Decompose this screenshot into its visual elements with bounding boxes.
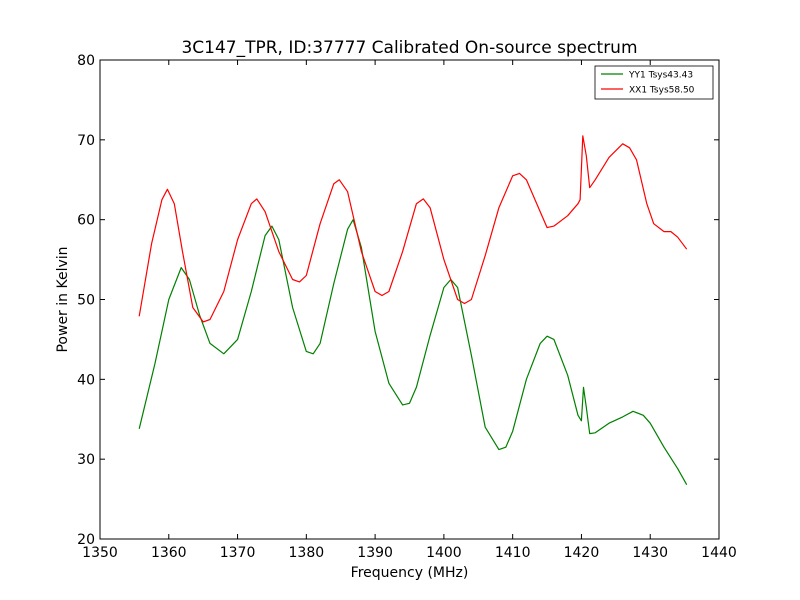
x-tick-label: 1380 [289, 545, 325, 561]
x-tick-label: 1360 [151, 545, 187, 561]
x-tick-label: 1390 [357, 545, 393, 561]
legend-label-2: XX1 Tsys58.50 [629, 86, 695, 96]
y-tick-label: 50 [77, 293, 95, 309]
y-tick-label: 40 [77, 372, 95, 388]
x-tick-label: 1350 [82, 545, 118, 561]
series-layer [138, 135, 688, 485]
x-axis-title: Frequency (MHz) [351, 565, 469, 581]
x-tick-label: 1370 [220, 545, 256, 561]
x-tick-label: 1400 [426, 545, 462, 561]
y-tick-label: 60 [77, 213, 95, 229]
x-tick-label: 1420 [564, 545, 600, 561]
legend-box [594, 65, 714, 100]
x-tick-label: 1440 [701, 545, 737, 561]
y-tick-label: 30 [77, 452, 95, 468]
plot-frame [99, 59, 720, 540]
y-tick-label: 70 [77, 133, 95, 149]
y-tick-label: 80 [77, 53, 95, 69]
series-line-1 [138, 219, 688, 485]
x-tick-label: 1430 [632, 545, 668, 561]
y-axis: 20 30 40 50 60 70 80 [77, 53, 719, 548]
x-axis: 1350 1360 1370 1380 1390 1400 1410 1420 1430 1440 [82, 60, 737, 561]
y-axis-title: Power in Kelvin [55, 246, 71, 352]
x-tick-label: 1410 [495, 545, 531, 561]
y-tick-label: 20 [77, 532, 95, 548]
legend: YY1 Tsys43.43 XX1 Tsys58.50 [594, 65, 714, 100]
series-line-2 [138, 135, 688, 323]
chart-title: 3C147_TPR, ID:37777 Calibrated On-source… [181, 38, 637, 58]
legend-label-1: YY1 Tsys43.43 [628, 71, 693, 81]
